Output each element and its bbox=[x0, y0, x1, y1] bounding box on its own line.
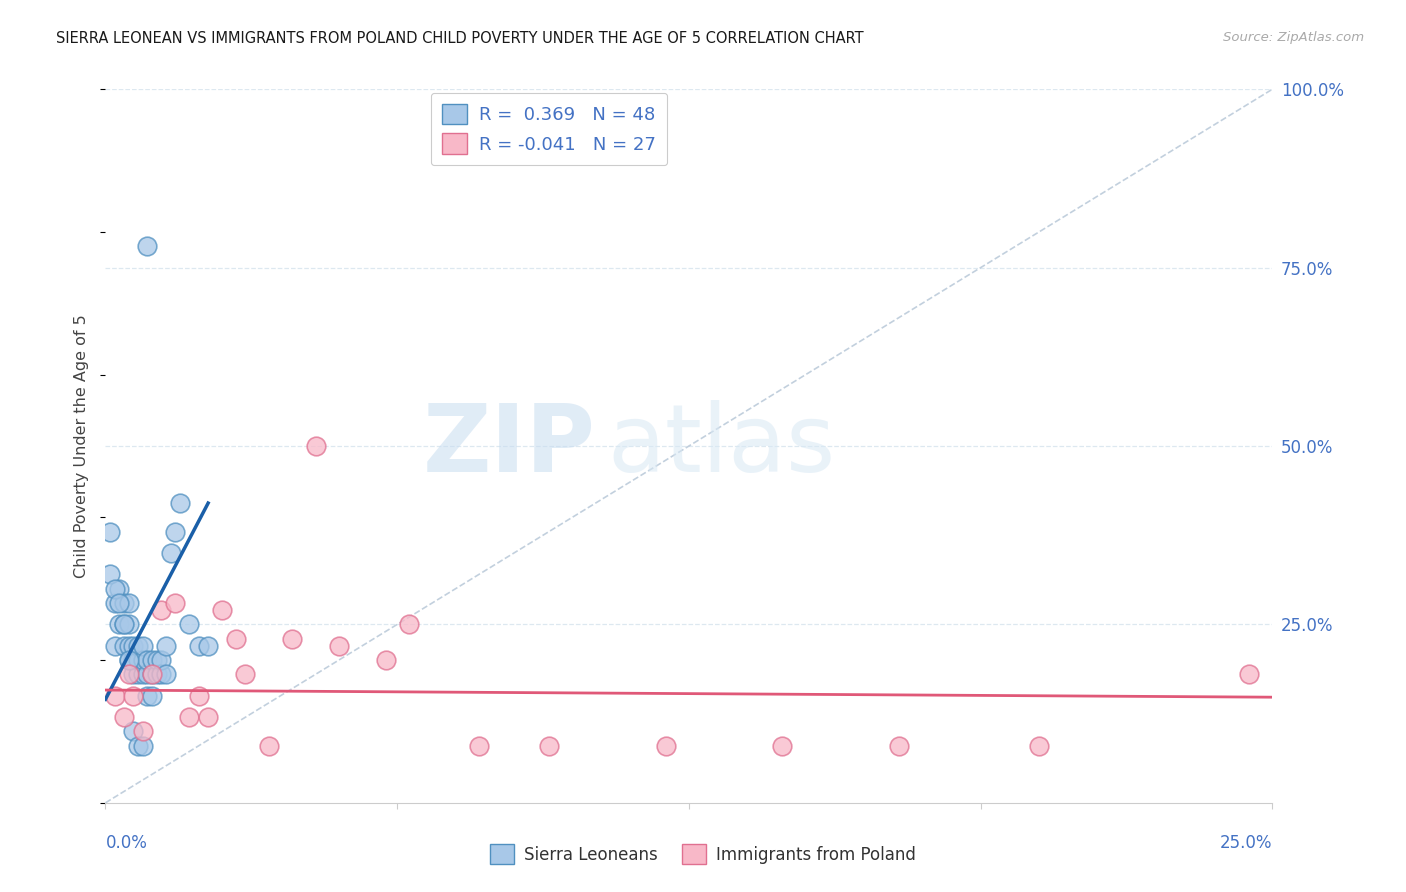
Legend: Sierra Leoneans, Immigrants from Poland: Sierra Leoneans, Immigrants from Poland bbox=[484, 838, 922, 871]
Point bbox=[169, 496, 191, 510]
Point bbox=[150, 667, 173, 681]
Point bbox=[104, 689, 127, 703]
Point bbox=[118, 667, 141, 681]
Point bbox=[118, 653, 141, 667]
Point bbox=[127, 639, 149, 653]
Y-axis label: Child Poverty Under the Age of 5: Child Poverty Under the Age of 5 bbox=[75, 314, 90, 578]
Point bbox=[146, 667, 169, 681]
Legend: R =  0.369   N = 48, R = -0.041   N = 27: R = 0.369 N = 48, R = -0.041 N = 27 bbox=[430, 93, 666, 165]
Point bbox=[127, 739, 149, 753]
Point bbox=[98, 524, 121, 539]
Point bbox=[108, 617, 131, 632]
Point bbox=[187, 689, 209, 703]
Point bbox=[132, 653, 155, 667]
Point bbox=[118, 639, 141, 653]
Point bbox=[136, 653, 159, 667]
Point bbox=[108, 582, 131, 596]
Point bbox=[132, 639, 155, 653]
Point bbox=[122, 639, 145, 653]
Point bbox=[141, 667, 163, 681]
Point bbox=[770, 739, 793, 753]
Point bbox=[150, 603, 173, 617]
Text: 25.0%: 25.0% bbox=[1220, 834, 1272, 852]
Text: Source: ZipAtlas.com: Source: ZipAtlas.com bbox=[1223, 31, 1364, 45]
Point bbox=[197, 710, 219, 724]
Point bbox=[1237, 667, 1260, 681]
Point bbox=[141, 667, 163, 681]
Point bbox=[398, 617, 420, 632]
Point bbox=[118, 596, 141, 610]
Point bbox=[141, 653, 163, 667]
Point bbox=[281, 632, 304, 646]
Point bbox=[887, 739, 910, 753]
Point bbox=[468, 739, 491, 753]
Text: ZIP: ZIP bbox=[423, 400, 596, 492]
Point bbox=[654, 739, 676, 753]
Point bbox=[132, 724, 155, 739]
Point bbox=[127, 667, 149, 681]
Point bbox=[112, 639, 135, 653]
Point bbox=[155, 667, 177, 681]
Point bbox=[141, 689, 163, 703]
Point bbox=[108, 596, 131, 610]
Point bbox=[211, 603, 233, 617]
Point bbox=[112, 617, 135, 632]
Point bbox=[165, 596, 187, 610]
Point bbox=[159, 546, 181, 560]
Point bbox=[179, 617, 201, 632]
Point bbox=[122, 689, 145, 703]
Point bbox=[304, 439, 326, 453]
Point bbox=[165, 524, 187, 539]
Point bbox=[132, 667, 155, 681]
Point bbox=[122, 653, 145, 667]
Point bbox=[127, 653, 149, 667]
Point bbox=[179, 710, 201, 724]
Point bbox=[136, 689, 159, 703]
Point bbox=[136, 239, 159, 253]
Point bbox=[374, 653, 396, 667]
Point bbox=[112, 596, 135, 610]
Point bbox=[118, 617, 141, 632]
Point bbox=[150, 653, 173, 667]
Point bbox=[112, 617, 135, 632]
Point bbox=[235, 667, 257, 681]
Point bbox=[112, 710, 135, 724]
Text: 0.0%: 0.0% bbox=[105, 834, 148, 852]
Point bbox=[328, 639, 350, 653]
Point bbox=[537, 739, 560, 753]
Point bbox=[104, 639, 127, 653]
Point bbox=[155, 639, 177, 653]
Point bbox=[187, 639, 209, 653]
Point bbox=[122, 724, 145, 739]
Point bbox=[146, 653, 169, 667]
Point bbox=[257, 739, 280, 753]
Point bbox=[1028, 739, 1050, 753]
Point bbox=[225, 632, 247, 646]
Point bbox=[122, 667, 145, 681]
Point bbox=[98, 567, 121, 582]
Point bbox=[136, 667, 159, 681]
Point bbox=[104, 582, 127, 596]
Text: atlas: atlas bbox=[607, 400, 835, 492]
Point bbox=[104, 596, 127, 610]
Point bbox=[197, 639, 219, 653]
Point bbox=[118, 653, 141, 667]
Text: SIERRA LEONEAN VS IMMIGRANTS FROM POLAND CHILD POVERTY UNDER THE AGE OF 5 CORREL: SIERRA LEONEAN VS IMMIGRANTS FROM POLAND… bbox=[56, 31, 863, 46]
Point bbox=[132, 739, 155, 753]
